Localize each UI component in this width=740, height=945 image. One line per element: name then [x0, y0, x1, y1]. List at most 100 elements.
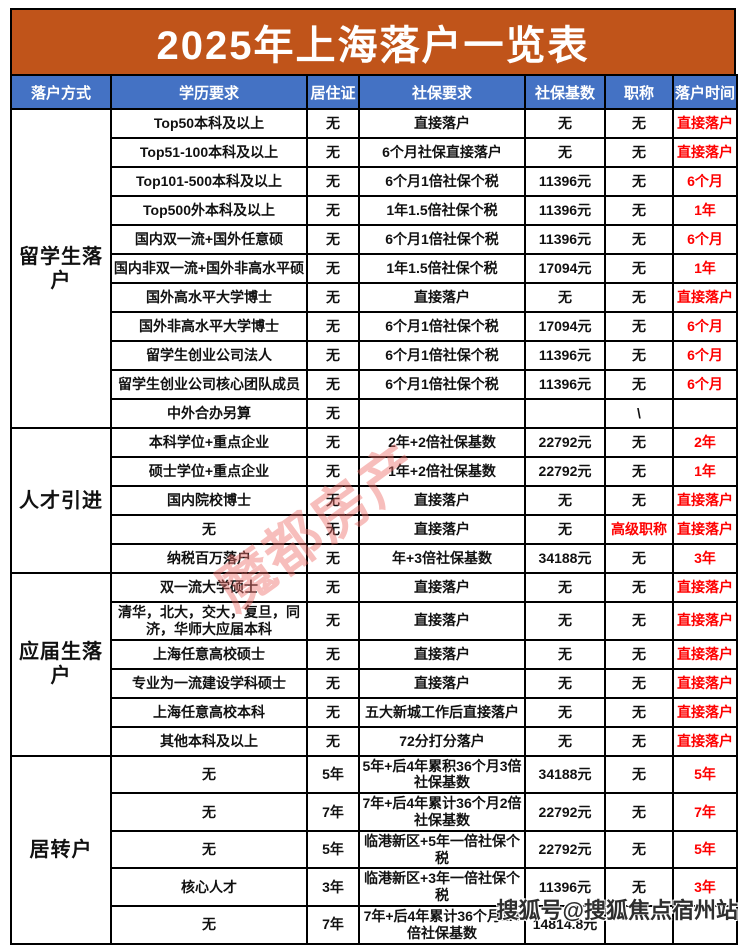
- data-cell: 纳税百万落户: [110, 543, 308, 574]
- data-cell: 1年: [672, 253, 738, 284]
- data-cell: Top101-500本科及以上: [110, 166, 308, 197]
- table-row: 专业为一流建设学科硕士无直接落户无无直接落户: [11, 667, 738, 699]
- data-cell: 无: [306, 725, 360, 757]
- data-cell: \: [604, 398, 674, 429]
- table-row: 留学生创业公司法人无 6个月1倍社保个税 11396元无 6个月: [11, 340, 738, 371]
- data-cell: 7年+后4年累计36个月2倍社保基数: [358, 792, 526, 832]
- data-cell: 无: [604, 166, 674, 197]
- data-cell: 双一流大学硕士: [110, 572, 308, 603]
- table-row: 上海任意高校硕士无直接落户无无直接落户: [11, 638, 738, 670]
- page-title: 2025年上海落户一览表: [10, 8, 736, 76]
- data-cell: 无: [306, 311, 360, 342]
- data-cell: 直接落户: [672, 638, 738, 670]
- data-cell: 无: [306, 224, 360, 255]
- table-row: 国外高水平大学博士无直接落户无无直接落户: [11, 282, 738, 313]
- data-cell: 无: [306, 282, 360, 313]
- data-cell: 无: [604, 572, 674, 603]
- data-cell: 6个月1倍社保个税: [358, 340, 526, 371]
- data-cell: 无: [110, 792, 308, 832]
- data-cell: 本科学位+重点企业: [110, 427, 308, 458]
- table-row: 纳税百万落户无年+3倍社保基数 34188元无 3年: [11, 543, 738, 574]
- data-cell: 无: [306, 137, 360, 168]
- data-cell: Top500外本科及以上: [110, 195, 308, 226]
- data-cell: 国内院校博士: [110, 485, 308, 516]
- column-header: 职称: [604, 74, 674, 110]
- data-cell: 无: [524, 601, 606, 641]
- data-cell: 6个月: [672, 311, 738, 342]
- table-row: 留学生创业公司核心团队成员无 6个月1倍社保个税 11396元无 6个月: [11, 369, 738, 400]
- column-header: 社保要求: [358, 74, 526, 110]
- data-cell: 3年: [306, 867, 360, 907]
- data-cell: 无: [604, 696, 674, 728]
- data-cell: 无: [306, 514, 360, 545]
- data-cell: 上海任意高校本科: [110, 696, 308, 728]
- data-cell: 14814.8元: [524, 904, 606, 945]
- data-cell: 直接落户: [672, 667, 738, 699]
- data-cell: 6个月社保直接落户: [358, 137, 526, 168]
- data-cell: 3年: [672, 543, 738, 574]
- data-cell: 22792元: [524, 456, 606, 487]
- data-cell: 无: [604, 369, 674, 400]
- table-row: 国内双一流+国外任意硕无 6个月1倍社保个税 11396元无 6个月: [11, 224, 738, 255]
- data-cell: 无: [604, 311, 674, 342]
- data-cell: 直接落户: [358, 601, 526, 641]
- table-row: 国外非高水平大学博士无 6个月1倍社保个税 17094元无 6个月: [11, 311, 738, 342]
- data-cell: 1年: [672, 195, 738, 226]
- data-cell: [604, 904, 674, 945]
- data-cell: 5年: [672, 754, 738, 795]
- data-cell: 无: [524, 108, 606, 139]
- data-cell: 无: [110, 754, 308, 795]
- data-cell: 无: [306, 369, 360, 400]
- data-cell: 无: [524, 638, 606, 670]
- data-cell: 6个月1倍社保个税: [358, 369, 526, 400]
- table-row: 中外合办另算无 \: [11, 398, 738, 429]
- data-cell: 直接落户: [672, 601, 738, 641]
- table-row: 核心人才 3年 临港新区+3年一倍社保个税 11396元无 3年: [11, 867, 738, 907]
- data-cell: 无: [306, 398, 360, 429]
- data-cell: 2年: [672, 427, 738, 458]
- table-row: 清华，北大，交大，复旦，同济，华师大应届本科无直接落户无无直接落户: [11, 601, 738, 641]
- data-cell: 国内非双一流+国外非高水平硕: [110, 253, 308, 284]
- table-row: 无无直接落户无高级职称 直接落户: [11, 514, 738, 545]
- column-header: 居住证: [306, 74, 360, 110]
- data-cell: 7年: [306, 904, 360, 945]
- data-cell: 无: [524, 485, 606, 516]
- category-cell: 人才引进: [10, 427, 112, 574]
- data-cell: 11396元: [524, 224, 606, 255]
- data-cell: 无: [604, 829, 674, 870]
- data-cell: 无: [524, 725, 606, 757]
- data-cell: 直接落户: [358, 514, 526, 545]
- data-cell: 2年+2倍社保基数: [358, 427, 526, 458]
- data-cell: 无: [604, 456, 674, 487]
- data-cell: 临港新区+3年一倍社保个税: [358, 867, 526, 907]
- data-cell: 无: [604, 253, 674, 284]
- data-cell: 6个月1倍社保个税: [358, 224, 526, 255]
- table-row: 国内非双一流+国外非高水平硕无 1年1.5倍社保个税 17094元无 1年: [11, 253, 738, 284]
- data-cell: 无: [524, 667, 606, 699]
- data-cell: 17094元: [524, 311, 606, 342]
- data-cell: 11396元: [524, 867, 606, 907]
- table-row: Top500外本科及以上无 1年1.5倍社保个税 11396元无 1年: [11, 195, 738, 226]
- data-cell: 22792元: [524, 427, 606, 458]
- data-cell: 无: [306, 543, 360, 574]
- data-cell: 直接落户: [358, 667, 526, 699]
- data-cell: 无: [306, 195, 360, 226]
- data-cell: 1年1.5倍社保个税: [358, 195, 526, 226]
- data-cell: Top50本科及以上: [110, 108, 308, 139]
- column-header: 社保基数: [524, 74, 606, 110]
- data-cell: 6个月: [672, 369, 738, 400]
- data-cell: 直接落户: [672, 137, 738, 168]
- data-cell: 5年: [306, 829, 360, 870]
- data-cell: 直接落户: [672, 108, 738, 139]
- data-cell: 6个月: [672, 166, 738, 197]
- table-row: 无 5年 临港新区+5年一倍社保个税 22792元无 5年: [11, 829, 738, 870]
- data-cell: 上海任意高校硕士: [110, 638, 308, 670]
- data-cell: 直接落户: [672, 725, 738, 757]
- data-cell: 无: [604, 667, 674, 699]
- data-cell: 无: [306, 456, 360, 487]
- data-cell: 1年+2倍社保基数: [358, 456, 526, 487]
- table-row: 其他本科及以上无 72分打分落户无无直接落户: [11, 725, 738, 757]
- data-cell: 无: [306, 601, 360, 641]
- table-row: Top51-100本科及以上无 6个月社保直接落户无无直接落户: [11, 137, 738, 168]
- table-row: 国内院校博士无直接落户无无直接落户: [11, 485, 738, 516]
